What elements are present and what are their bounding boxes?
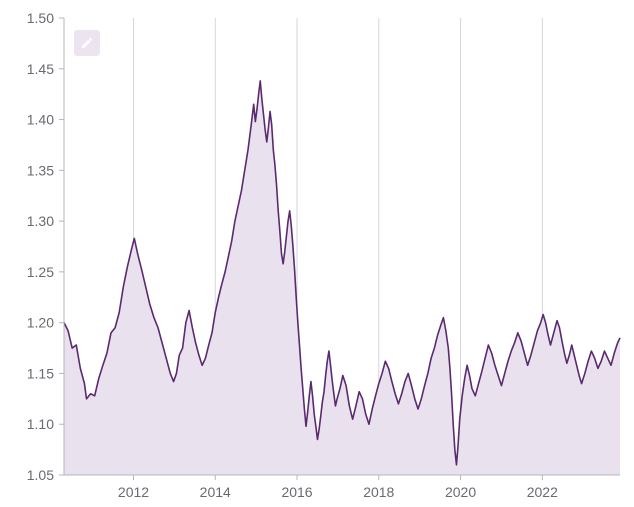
y-tick-label: 1.40	[27, 112, 54, 128]
x-tick-label: 2018	[363, 484, 394, 500]
chart-container: 1.05 1.10 1.15 1.20 1.25 1.30 1.35 1.40 1.45 1.50…	[0, 0, 634, 507]
edit-chart-button[interactable]	[74, 30, 100, 56]
y-tick-label: 1.10	[27, 416, 54, 432]
y-tick-label: 1.25	[27, 264, 54, 280]
x-tick-label: 2016	[281, 484, 312, 500]
pencil-icon	[80, 36, 94, 50]
x-tick-label: 2020	[445, 484, 476, 500]
y-tick-label: 1.35	[27, 162, 54, 178]
series-area	[64, 81, 620, 475]
x-tick-label: 2012	[118, 484, 149, 500]
y-tick-label: 1.50	[27, 10, 54, 26]
y-tick-label: 1.05	[27, 467, 54, 483]
y-tick-label: 1.15	[27, 365, 54, 381]
y-tick-label: 1.45	[27, 61, 54, 77]
y-tick-label: 1.20	[27, 315, 54, 331]
x-tick-label: 2022	[527, 484, 558, 500]
line-area-chart: 1.05 1.10 1.15 1.20 1.25 1.30 1.35 1.40 1.45 1.50…	[0, 0, 634, 507]
y-tick-label: 1.30	[27, 213, 54, 229]
x-tick-label: 2014	[200, 484, 231, 500]
